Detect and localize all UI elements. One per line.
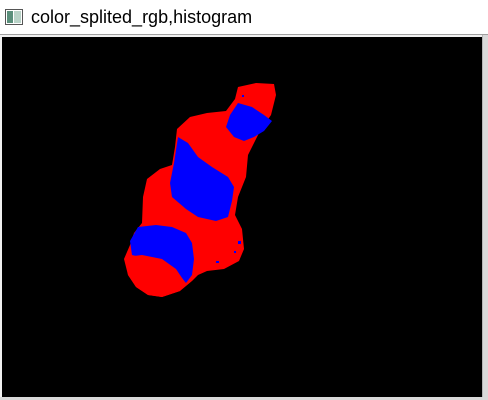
image-canvas bbox=[2, 37, 482, 397]
image-window-icon bbox=[5, 9, 23, 25]
blue-band-top bbox=[226, 103, 272, 141]
window-right-border bbox=[482, 35, 488, 400]
segmented-image bbox=[124, 83, 276, 297]
red-region-lower bbox=[126, 255, 184, 297]
edge-speckles bbox=[216, 95, 244, 263]
blue-band-lower bbox=[130, 225, 194, 283]
window-bottom-border bbox=[0, 397, 488, 400]
title-bar[interactable]: color_splited_rgb,histogram bbox=[0, 0, 488, 34]
window-title: color_splited_rgb,histogram bbox=[31, 7, 253, 27]
blue-band-middle bbox=[170, 137, 234, 221]
